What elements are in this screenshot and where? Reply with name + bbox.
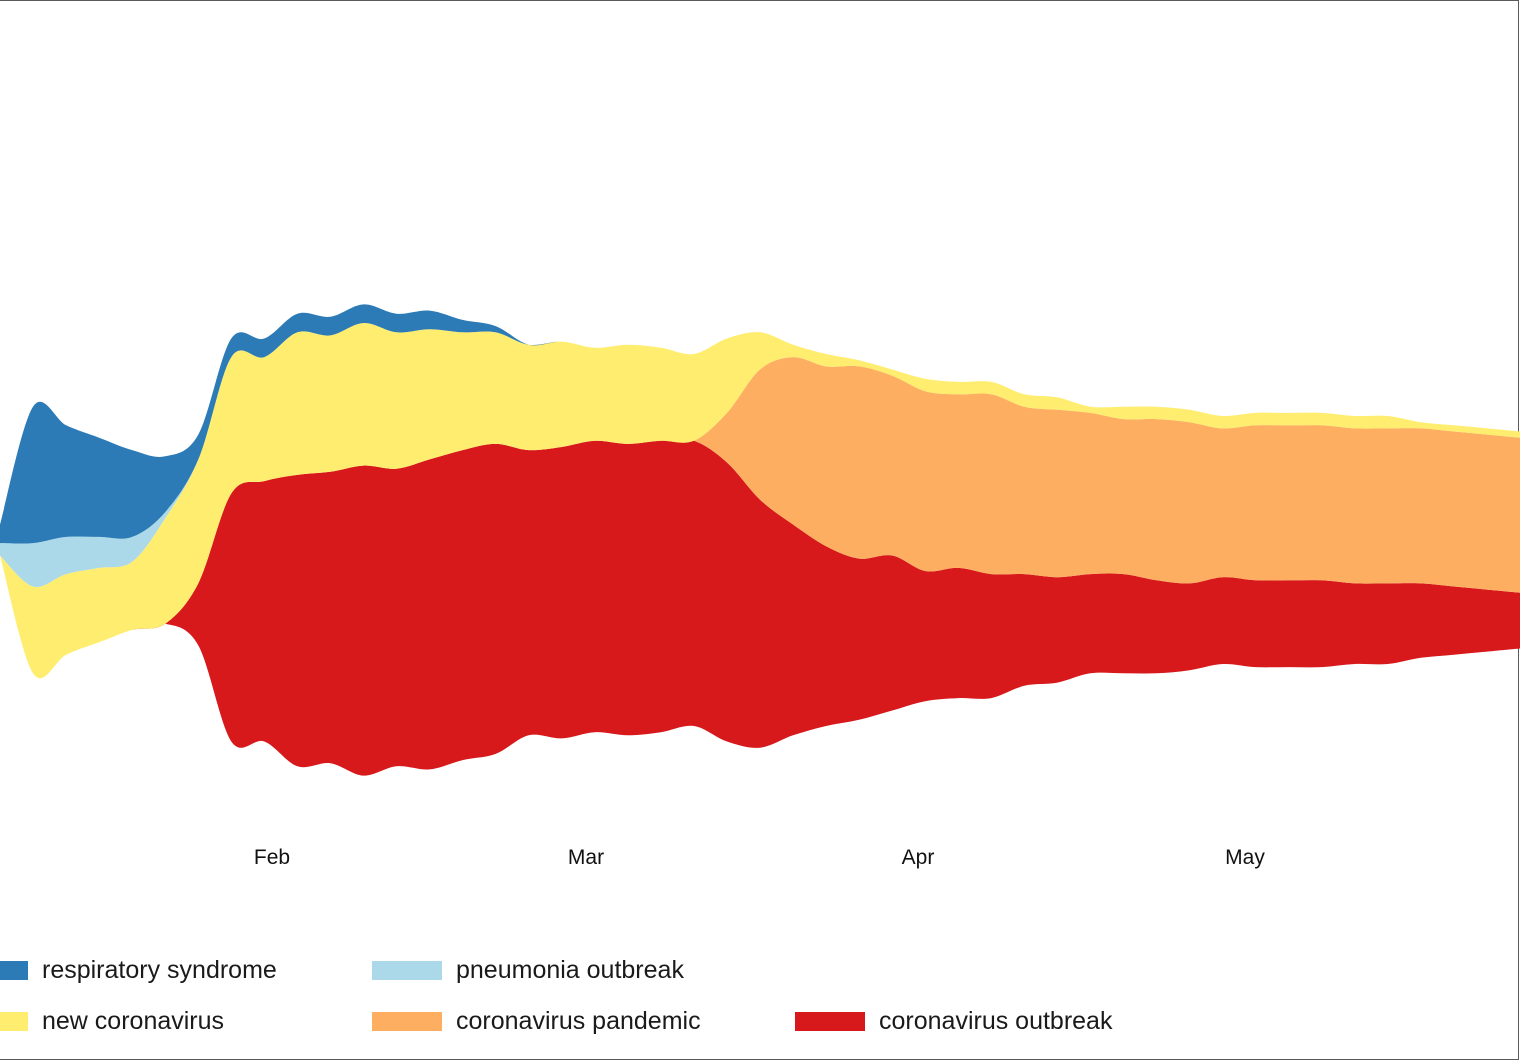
legend-label: coronavirus pandemic	[456, 1006, 701, 1035]
legend-label: coronavirus outbreak	[879, 1006, 1113, 1035]
stream-layers	[0, 304, 1520, 776]
legend-item-respiratory-syndrome: respiratory syndrome	[0, 950, 277, 990]
legend-label: pneumonia outbreak	[456, 955, 684, 984]
x-axis-ticks: Feb Mar Apr May	[254, 846, 1265, 869]
stream-layer-coronavirus-pandemic	[0, 357, 1520, 679]
legend-swatch	[0, 1011, 28, 1031]
streamgraph-chart: Feb Mar Apr May	[0, 304, 1520, 869]
legend-label: new coronavirus	[42, 1006, 225, 1035]
x-tick-label: Feb	[254, 846, 290, 869]
stream-layer-respiratory-syndrome	[0, 304, 1520, 544]
stream-layer-new-coronavirus	[0, 322, 1520, 679]
x-tick-label: Apr	[902, 846, 935, 869]
legend: respiratory syndrome pneumonia outbreak …	[0, 940, 1520, 1050]
legend-item-coronavirus-outbreak: coronavirus outbreak	[795, 1001, 1112, 1041]
legend-item-new-coronavirus: new coronavirus	[0, 1001, 224, 1041]
legend-swatch	[795, 1011, 865, 1031]
x-tick-label: Mar	[568, 846, 604, 869]
legend-item-coronavirus-pandemic: coronavirus pandemic	[372, 1001, 701, 1041]
x-tick-label: May	[1225, 846, 1265, 869]
stream-layer-coronavirus-outbreak	[0, 439, 1520, 776]
legend-swatch	[372, 960, 442, 980]
legend-item-pneumonia-outbreak: pneumonia outbreak	[372, 950, 684, 990]
legend-swatch	[0, 960, 28, 980]
legend-swatch	[372, 1011, 442, 1031]
legend-label: respiratory syndrome	[42, 955, 277, 984]
